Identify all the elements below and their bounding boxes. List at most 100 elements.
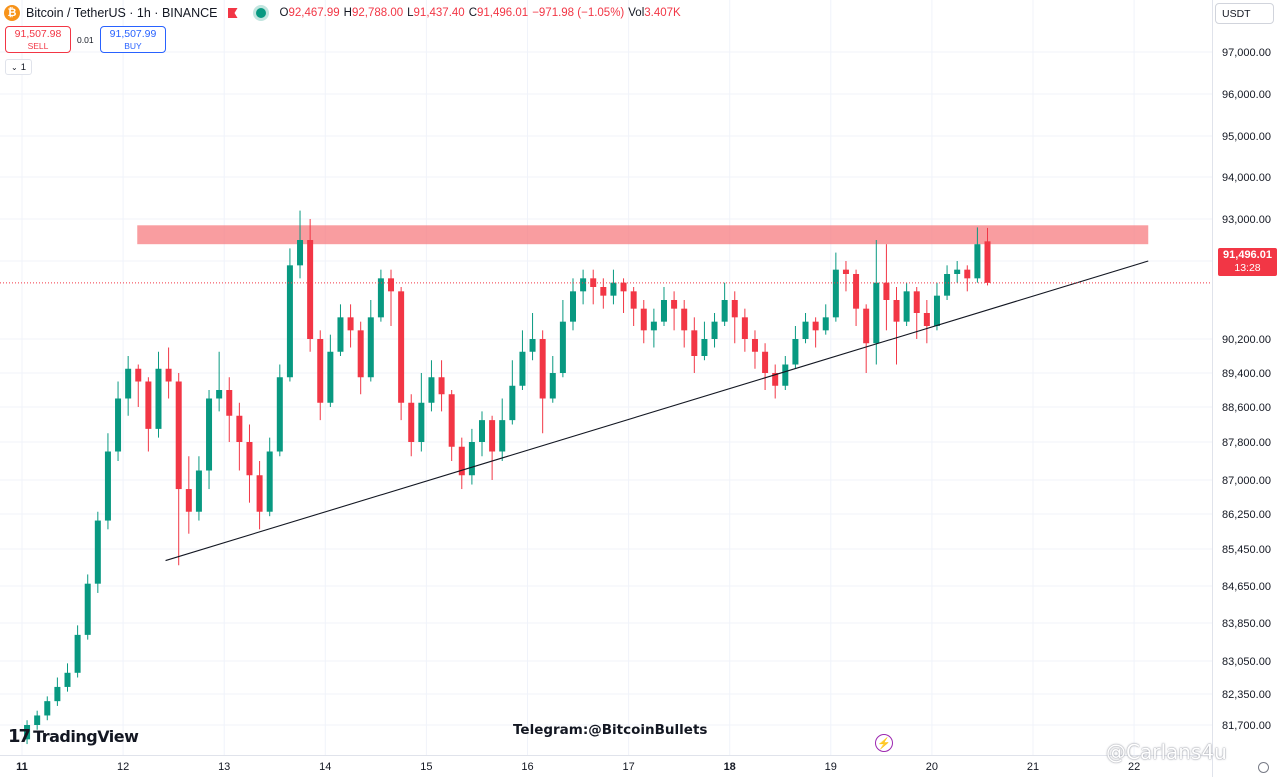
candle-body-79 <box>822 317 829 331</box>
close-value: 91,496.01 <box>477 7 529 19</box>
lightning-bolt-icon[interactable]: ⚡ <box>875 734 893 752</box>
candle-body-45 <box>479 420 486 442</box>
price-tick-label: 83,850.00 <box>1222 618 1271 630</box>
candle-body-88 <box>913 291 920 313</box>
candle-body-4 <box>64 672 71 687</box>
watermark-text: @Carlans4u <box>1106 740 1227 764</box>
price-tick-label: 94,000.00 <box>1222 172 1271 184</box>
open-value: 92,467.99 <box>288 7 340 19</box>
candle-body-64 <box>671 300 678 309</box>
chevron-down-icon: ⌄ <box>11 62 18 72</box>
price-tick-label: 82,350.00 <box>1222 689 1271 701</box>
sell-button[interactable]: 91,507.98 SELL <box>5 26 71 53</box>
tradingview-logo[interactable]: 17 TradingView <box>8 726 139 747</box>
price-tick-label: 87,000.00 <box>1222 475 1271 487</box>
candle-body-34 <box>367 317 374 378</box>
axis-settings-icon[interactable] <box>1258 762 1269 773</box>
open-label: O <box>279 7 289 19</box>
candle-body-23 <box>256 475 263 512</box>
candle-body-95 <box>984 241 991 283</box>
currency-select[interactable]: USDT <box>1215 3 1274 24</box>
time-tick-label: 20 <box>926 761 938 773</box>
candle-body-72 <box>751 339 758 352</box>
price-tick-label: 81,700.00 <box>1222 720 1271 732</box>
currency-value: USDT <box>1222 7 1251 20</box>
time-tick-label: 16 <box>521 761 533 773</box>
candle-body-35 <box>377 278 384 318</box>
price-tick-label: 83,050.00 <box>1222 656 1271 668</box>
candle-body-74 <box>772 373 779 386</box>
low-value: 91,437.40 <box>413 7 465 19</box>
indicator-count: 1 <box>20 61 26 73</box>
candle-body-70 <box>731 300 738 318</box>
candle-body-61 <box>640 308 647 331</box>
time-tick-label: 15 <box>420 761 432 773</box>
candle-body-32 <box>347 317 354 331</box>
candle-body-73 <box>762 351 769 373</box>
sell-price: 91,507.98 <box>14 28 62 40</box>
time-tick-label: 11 <box>16 761 28 773</box>
candle-body-36 <box>388 278 395 292</box>
price-tick-label: 86,250.00 <box>1222 509 1271 521</box>
candle-body-25 <box>276 377 283 452</box>
candle-body-66 <box>691 330 698 356</box>
candle-body-37 <box>398 291 405 403</box>
candle-body-49 <box>519 351 526 386</box>
candle-body-8 <box>104 451 111 521</box>
candle-body-9 <box>115 398 122 452</box>
candle-body-38 <box>408 402 415 442</box>
candle-body-48 <box>509 385 516 421</box>
candle-body-11 <box>135 368 142 382</box>
last-price-value: 91,496.01 <box>1223 249 1272 261</box>
buy-price: 91,507.99 <box>109 28 157 40</box>
candle-body-60 <box>630 291 637 309</box>
candle-body-30 <box>327 351 334 403</box>
candle-body-69 <box>721 300 728 322</box>
candle-body-27 <box>297 240 304 266</box>
candle-body-75 <box>782 364 789 386</box>
candle-body-18 <box>206 398 213 471</box>
candle-body-67 <box>701 339 708 356</box>
telegram-caption: Telegram:@BitcoinBullets <box>513 722 708 738</box>
candle-body-54 <box>569 291 576 322</box>
change-value: −971.98 (−1.05%) <box>532 7 625 19</box>
candle-body-47 <box>499 420 506 452</box>
candle-body-15 <box>175 381 182 490</box>
high-label: H <box>343 7 352 19</box>
candle-body-58 <box>610 282 617 296</box>
time-tick-label: 18 <box>724 761 736 773</box>
candle-body-92 <box>954 269 961 274</box>
resistance-zone <box>137 225 1149 245</box>
candle-body-89 <box>923 313 930 326</box>
candle-body-63 <box>660 300 667 322</box>
candle-body-77 <box>802 321 809 339</box>
candle-body-84 <box>873 282 880 344</box>
flag-icon[interactable] <box>227 8 238 18</box>
candle-body-76 <box>792 339 799 365</box>
candle-body-39 <box>418 402 425 442</box>
candle-body-41 <box>438 377 445 395</box>
candle-body-83 <box>863 308 870 344</box>
candle-body-62 <box>650 321 657 331</box>
price-tick-label: 95,000.00 <box>1222 131 1271 143</box>
volume-value: 3.407K <box>644 7 681 19</box>
candle-body-94 <box>974 244 981 279</box>
price-tick-label: 85,450.00 <box>1222 544 1271 556</box>
candle-body-31 <box>337 317 344 352</box>
candle-body-10 <box>125 368 132 399</box>
candle-body-87 <box>903 291 910 322</box>
candle-body-40 <box>428 377 435 403</box>
time-tick-label: 13 <box>218 761 230 773</box>
symbol-title[interactable]: Bitcoin / TetherUS · 1h · BINANCE <box>26 6 218 20</box>
candle-body-78 <box>812 321 819 331</box>
buy-button[interactable]: 91,507.99 BUY <box>100 26 166 53</box>
indicator-collapse-button[interactable]: ⌄ 1 <box>5 59 32 75</box>
candle-body-50 <box>529 339 536 352</box>
candle-body-17 <box>195 470 202 512</box>
low-label: L <box>407 7 414 19</box>
time-tick-label: 19 <box>825 761 837 773</box>
candle-body-85 <box>883 282 890 300</box>
time-tick-label: 14 <box>319 761 331 773</box>
candle-body-82 <box>853 274 860 309</box>
